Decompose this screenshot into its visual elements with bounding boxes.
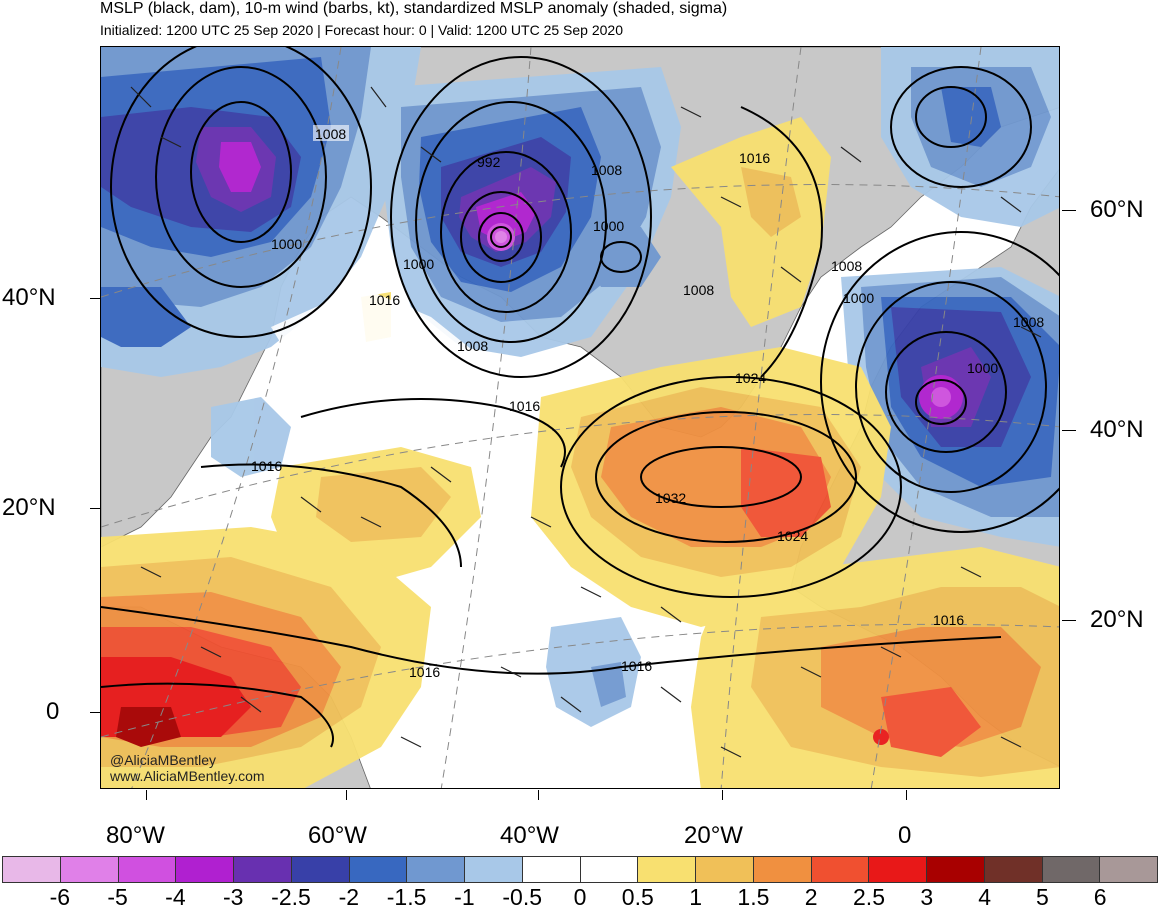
colorbar-label: 6 [1093, 884, 1107, 910]
map-title: MSLP (black, dam), 10-m wind (barbs, kt)… [100, 0, 728, 17]
colorbar-segment [1042, 857, 1101, 882]
colorbar-segment [638, 857, 696, 882]
colorbar-segment [234, 857, 292, 882]
colorbar-segment [291, 857, 350, 882]
colorbar-label: 2 [804, 884, 818, 910]
colorbar-segment [3, 857, 61, 882]
colorbar-segment [407, 857, 465, 882]
graticule [101, 47, 1059, 788]
isobar-label: 1016 [409, 664, 440, 680]
isobar-label: 1016 [933, 612, 964, 628]
lat-label-right: 60°N [1090, 196, 1144, 223]
wind-barbs [130, 86, 1042, 758]
isobar-label: 1008 [831, 258, 862, 274]
lon-tick [346, 790, 347, 800]
colorbar-label: -2.5 [271, 884, 311, 910]
isobar-label: 1016 [251, 458, 282, 474]
lat-label-right: 40°N [1090, 416, 1144, 443]
isobar-labels: 1008 992 1008 1000 1000 1016 1000 1008 1… [251, 125, 1044, 680]
credit-handle: @AliciaMBentley [110, 752, 217, 768]
colorbar-segment [465, 857, 523, 882]
isobar-label: 1008 [457, 338, 488, 354]
isobar-label: 1024 [735, 370, 766, 386]
isobar-label: 1008 [683, 282, 714, 298]
lat-tick [90, 508, 100, 509]
lat-tick [90, 712, 100, 713]
isobar-label: 992 [477, 154, 501, 170]
colorbar-label: -3 [222, 884, 244, 910]
colorbar-segment [696, 857, 754, 882]
colorbar-label: -0.5 [502, 884, 543, 910]
colorbar-label: 1 [689, 884, 702, 910]
colorbar-segment [349, 857, 408, 882]
colorbar-label: -4 [165, 884, 186, 910]
colorbar-label: 1.5 [737, 884, 770, 910]
colorbar-label: 5 [1035, 884, 1049, 910]
isobar-label: 1000 [967, 360, 998, 376]
lon-label: 60°W [308, 822, 367, 849]
colorbar-segment [984, 857, 1043, 882]
map-canvas: 1008 992 1008 1000 1000 1016 1000 1008 1… [101, 47, 1059, 788]
lon-tick [146, 790, 147, 800]
colorbar-segment [1100, 857, 1157, 882]
isobar-label: 1000 [271, 236, 302, 252]
lon-label: 20°W [684, 822, 743, 849]
colorbar-label: -1 [454, 884, 475, 910]
weather-map[interactable]: 1008 992 1008 1000 1000 1016 1000 1008 1… [100, 46, 1060, 789]
colorbar-label: -6 [49, 884, 71, 910]
isobar-label: 1000 [843, 290, 874, 306]
colorbar-segment [927, 857, 985, 882]
isobar-label: 1032 [655, 490, 686, 506]
colorbar-label: -1.5 [386, 884, 427, 910]
lon-label: 40°W [500, 822, 559, 849]
isobar-label: 1008 [591, 162, 622, 178]
colorbar [2, 856, 1158, 883]
isobar-label: 1000 [403, 256, 434, 272]
lon-tick [906, 790, 907, 800]
lat-label-right: 20°N [1090, 606, 1144, 633]
lon-tick [538, 790, 539, 800]
colorbar-label: -5 [107, 884, 128, 910]
map-subtitle: Initialized: 1200 UTC 25 Sep 2020 | Fore… [100, 22, 623, 38]
lat-tick [1062, 430, 1076, 431]
colorbar-label: 0.5 [621, 884, 654, 910]
isobars [101, 47, 1059, 748]
lat-label-left: 0 [46, 698, 60, 725]
colorbar-segment [811, 857, 870, 882]
colorbar-label: 2.5 [853, 884, 885, 910]
colorbar-segment [753, 857, 812, 882]
isobar-label: 1016 [621, 658, 652, 674]
isobar-label: 1016 [509, 398, 540, 414]
colorbar-segment [176, 857, 234, 882]
lon-label: 0 [898, 822, 912, 849]
colorbar-label: 3 [920, 884, 934, 910]
anomaly-shading [101, 47, 1059, 788]
colorbar-segment [118, 857, 177, 882]
isobar-label: 1000 [593, 218, 624, 234]
colorbar-label: 4 [978, 884, 991, 910]
lat-label-left: 20°N [2, 494, 56, 521]
colorbar-segment [60, 857, 119, 882]
lat-tick [1062, 620, 1076, 621]
isobar-label: 1008 [1013, 314, 1044, 330]
isobar-label: 1008 [315, 126, 346, 142]
colorbar-segment [869, 857, 927, 882]
lat-tick [1062, 210, 1076, 211]
lon-tick [722, 790, 723, 800]
colorbar-segment [522, 857, 581, 882]
colorbar-segment [580, 857, 639, 882]
isobar-label: 1016 [369, 292, 400, 308]
colorbar-label: 0 [573, 884, 587, 910]
isobar-label: 1016 [739, 150, 770, 166]
lat-tick [90, 298, 100, 299]
isobar-label: 1024 [777, 528, 808, 544]
colorbar-label: -2 [338, 884, 360, 910]
credit-website[interactable]: www.AliciaMBentley.com [110, 768, 265, 784]
lat-label-left: 40°N [2, 284, 56, 311]
lon-label: 80°W [106, 822, 165, 849]
